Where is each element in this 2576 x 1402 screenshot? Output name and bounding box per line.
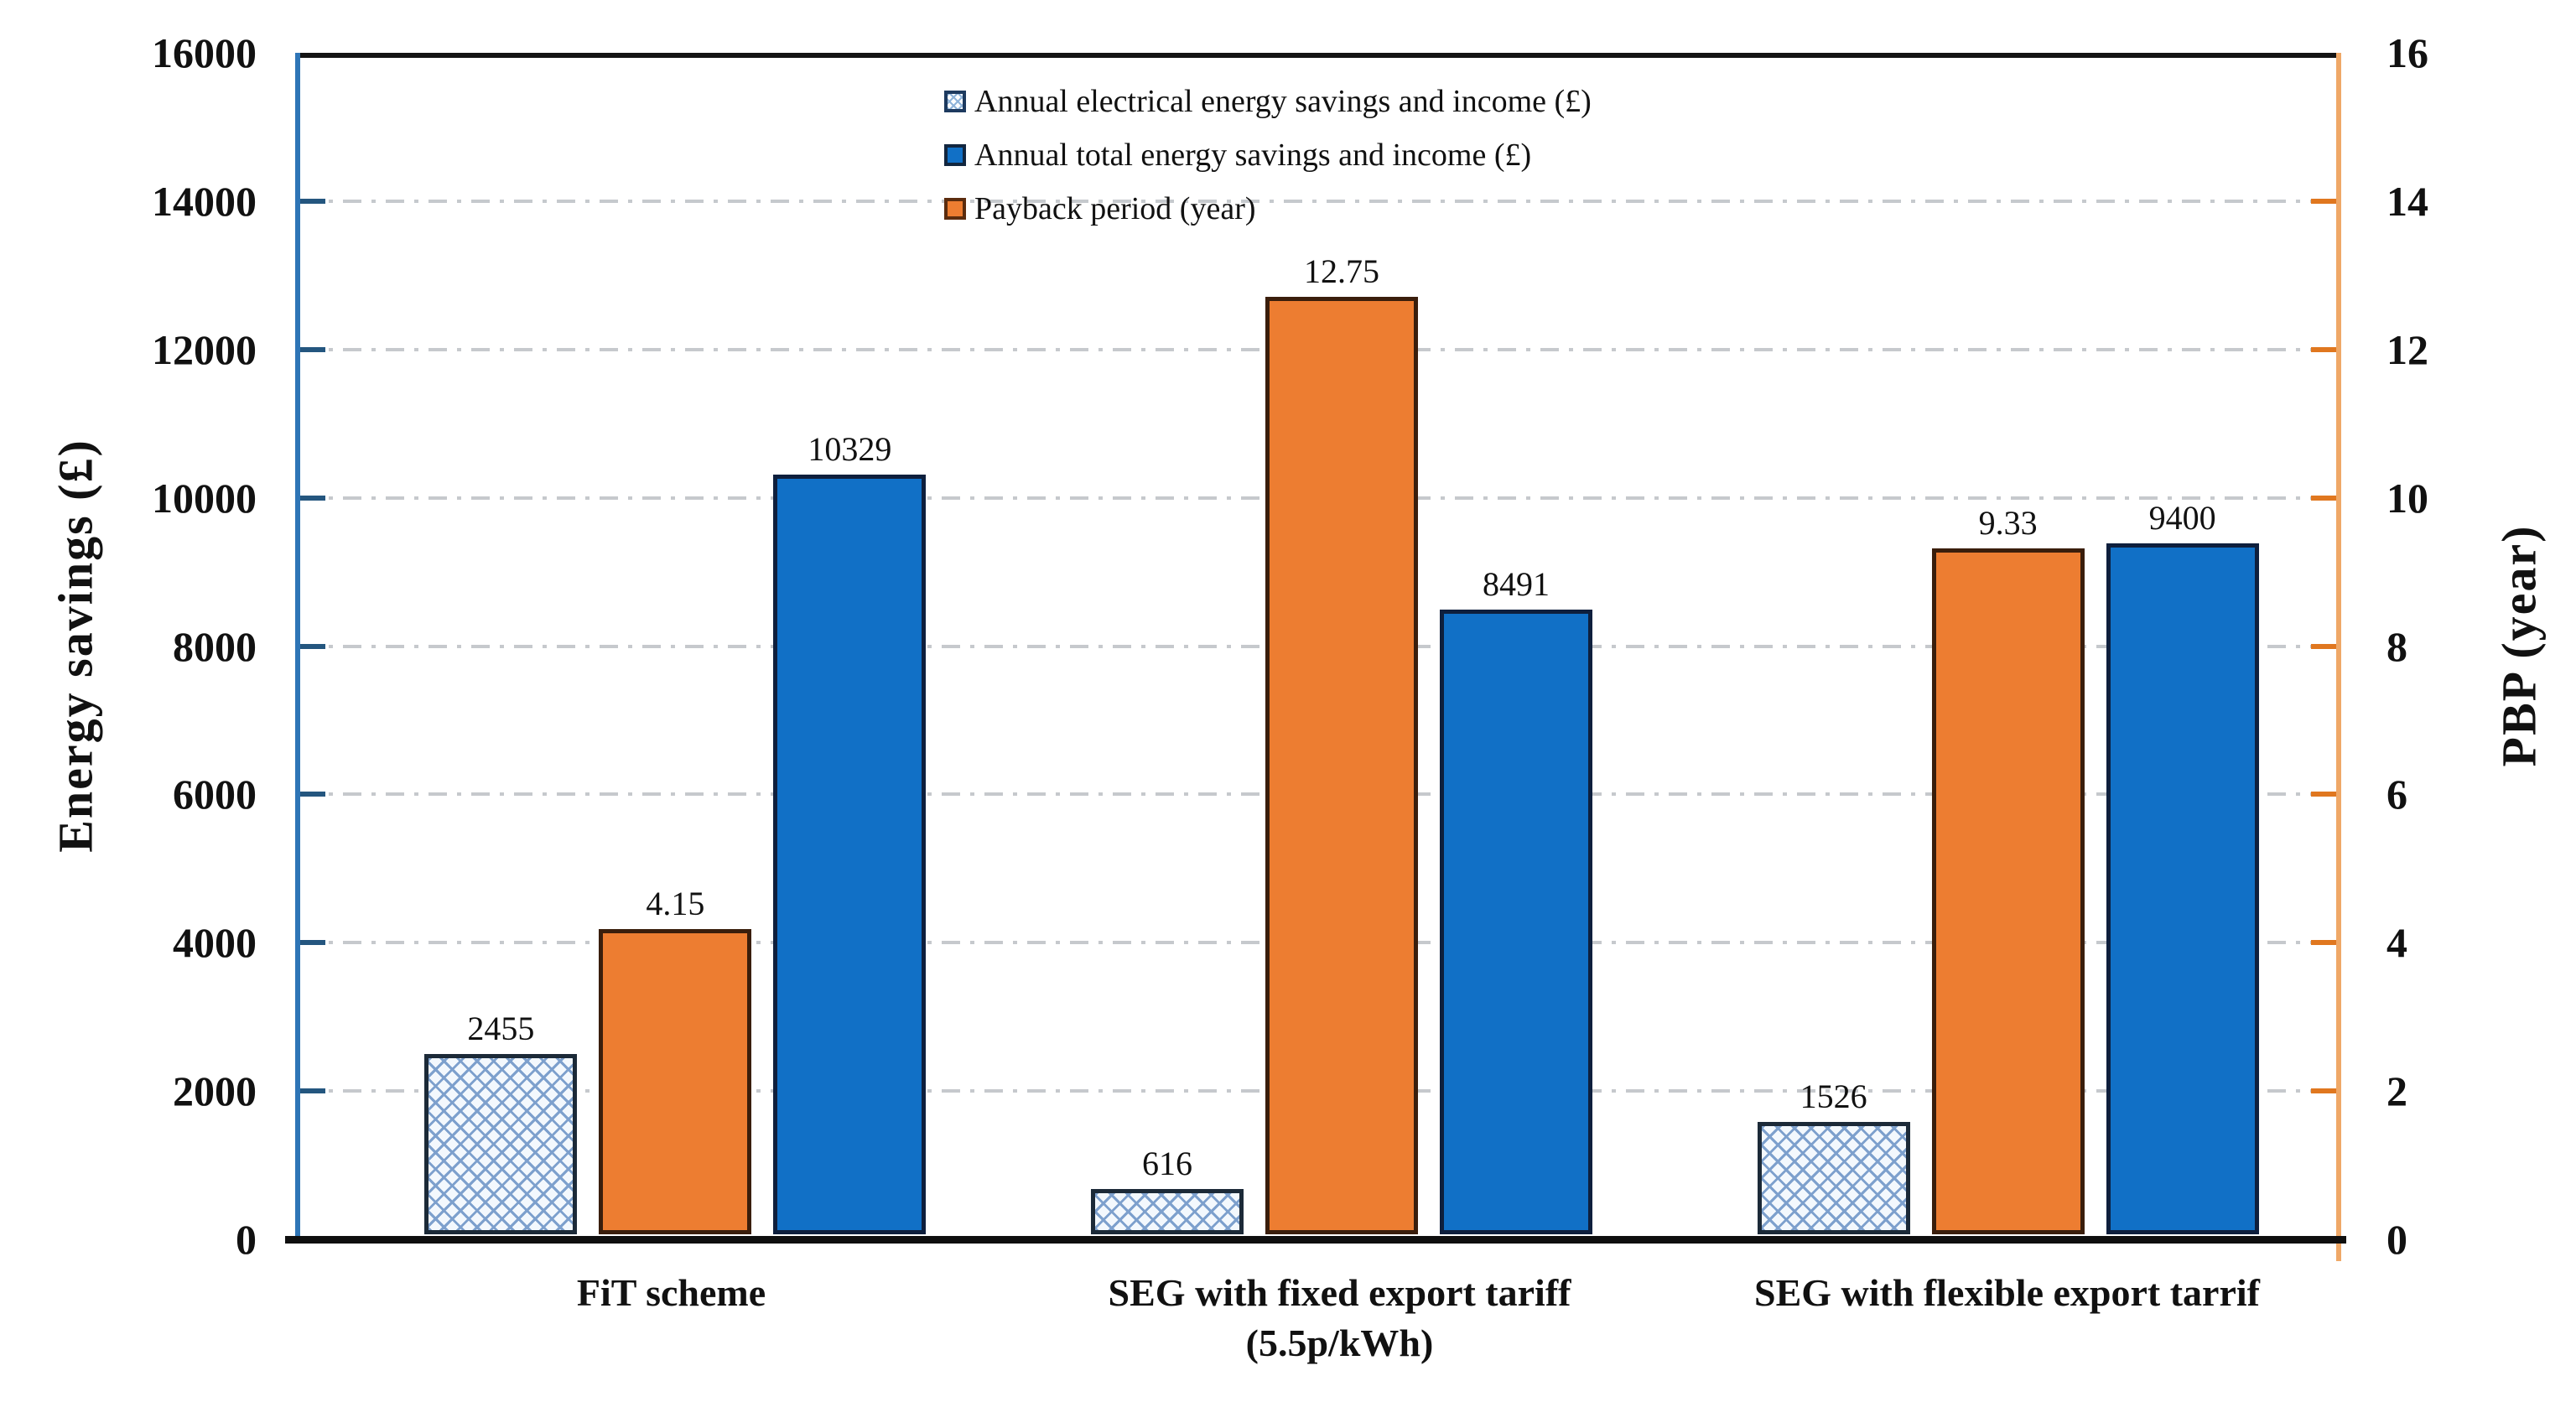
- category-label: SEG with fixed export tariff (5.5p/kWh): [1108, 1271, 1571, 1364]
- bar-series-1-cat-0: 10329: [773, 430, 927, 1234]
- bar-series-1-cat-1: 8491: [1440, 565, 1592, 1234]
- legend-item: Payback period (year): [944, 187, 1592, 231]
- right-axis-tick: [2311, 496, 2336, 501]
- left-axis-tick: [300, 792, 325, 797]
- bar-series-0-cat-2: 1526: [1757, 1077, 1910, 1234]
- right-axis-tick: [2311, 792, 2336, 797]
- legend: Annual electrical energy savings and inc…: [944, 80, 1592, 241]
- bar-series-0-cat-0: 2455: [424, 1010, 578, 1234]
- right-axis-tick: [2311, 644, 2336, 649]
- left-axis-tick-label: 4000: [173, 919, 257, 966]
- right-axis-tick-label: 2: [2386, 1067, 2407, 1114]
- left-axis-tick: [300, 1088, 325, 1093]
- left-axis-tick: [300, 199, 325, 204]
- left-axis-tick-label: 10000: [152, 475, 257, 522]
- bar-series-2-cat-0: 4.15: [599, 885, 752, 1234]
- left-axis-tick-label: 16000: [152, 29, 257, 76]
- category-label: SEG with flexible export tarrif: [1753, 1271, 2260, 1314]
- left-axis-tick: [300, 940, 325, 945]
- right-axis-tick-label: 12: [2386, 326, 2428, 373]
- hatched-square-icon: [944, 91, 966, 112]
- legend-label: Annual total energy savings and income (…: [974, 138, 1532, 173]
- left-axis-tick: [300, 644, 325, 649]
- bar-series-0-cat-1: 616: [1091, 1145, 1244, 1234]
- top-spine: [295, 53, 2341, 58]
- x-axis-line: [285, 1236, 2346, 1244]
- left-axis-tick: [300, 347, 325, 352]
- left-axis-tick-label: 8000: [173, 623, 257, 670]
- category-label: FiT scheme: [576, 1271, 766, 1314]
- bar-series-2-cat-2: 9.33: [1931, 504, 2085, 1234]
- right-axis-tick-label: 6: [2386, 771, 2407, 818]
- legend-label: Payback period (year): [974, 191, 1256, 226]
- right-axis-tick: [2311, 199, 2336, 204]
- bar-group: 1526 9.33 9400: [1675, 58, 2341, 1234]
- bar-value-label: 10329: [808, 430, 892, 468]
- bar-value-label: 1526: [1800, 1077, 1867, 1115]
- right-axis-tick: [2311, 347, 2336, 352]
- bar-value-label: 9.33: [1978, 504, 2038, 542]
- left-axis-tick: [300, 496, 325, 501]
- plot-area: 2455 4.15 10329 616 12.75 8491 1526 9.33 9400: [295, 53, 2341, 1261]
- right-axis-tick-label: 10: [2386, 475, 2428, 522]
- right-axis-tick-label: 14: [2386, 178, 2428, 225]
- bar-value-label: 2455: [467, 1010, 535, 1047]
- left-axis-tick-label: 12000: [152, 326, 257, 373]
- left-axis-tick-label: 2000: [173, 1067, 257, 1114]
- right-axis-spine: [2336, 53, 2341, 1261]
- bar-series-1-cat-2: 9400: [2106, 499, 2259, 1234]
- legend-label: Annual electrical energy savings and inc…: [974, 84, 1592, 119]
- right-axis-tick: [2311, 940, 2336, 945]
- bar-group: 2455 4.15 10329: [342, 58, 1009, 1234]
- orange-square-icon: [944, 198, 966, 220]
- bar-groups: 2455 4.15 10329 616 12.75 8491 1526 9.33 9400: [300, 58, 2341, 1234]
- left-axis-tick-label: 6000: [173, 771, 257, 818]
- right-axis-tick: [2311, 1088, 2336, 1093]
- left-axis-tick-label: 14000: [152, 178, 257, 225]
- bar-value-label: 12.75: [1304, 252, 1379, 290]
- right-axis-tick-label: 0: [2386, 1216, 2407, 1263]
- bar-value-label: 4.15: [646, 885, 705, 922]
- right-axis-tick-label: 4: [2386, 919, 2407, 966]
- bar-value-label: 616: [1142, 1145, 1192, 1182]
- bar-group: 616 12.75 8491: [1009, 58, 1675, 1234]
- bar-value-label: 8491: [1483, 565, 1550, 603]
- right-axis-tick-label: 16: [2386, 29, 2428, 76]
- gridline: [300, 200, 2336, 203]
- bar-series-2-cat-1: 12.75: [1265, 252, 1418, 1234]
- left-axis-tick-label: 0: [236, 1216, 257, 1263]
- blue-square-icon: [944, 144, 966, 166]
- legend-item: Annual total energy savings and income (…: [944, 133, 1592, 177]
- legend-item: Annual electrical energy savings and inc…: [944, 80, 1592, 123]
- left-axis-spine: [295, 53, 300, 1239]
- bar-value-label: 9400: [2148, 499, 2216, 537]
- right-axis-tick-label: 8: [2386, 623, 2407, 670]
